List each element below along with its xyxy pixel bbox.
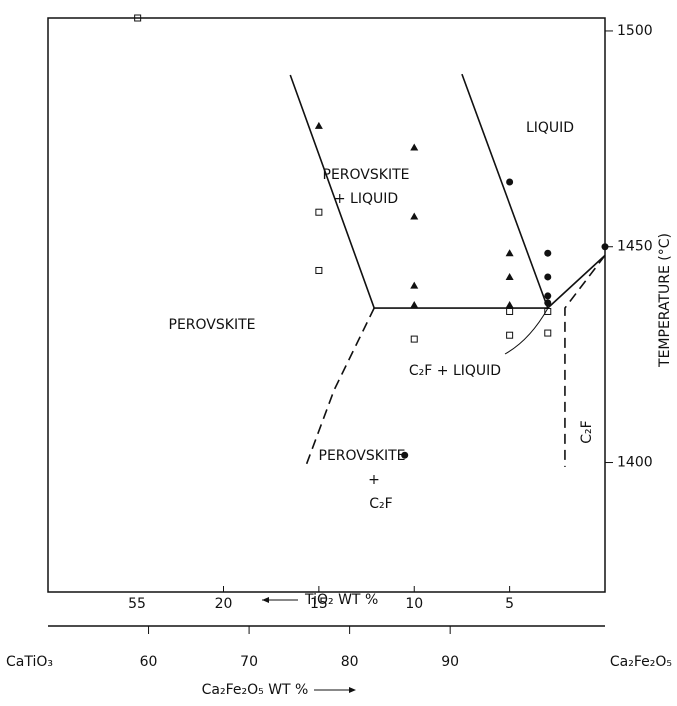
- region-label: + LIQUID: [334, 191, 398, 207]
- square-point: [410, 335, 418, 343]
- x2-end-label: Ca₂Fe₂O₅: [610, 654, 672, 670]
- x-tick-label: 20: [215, 596, 233, 612]
- triangle-point: [410, 281, 419, 289]
- x-tick-label: 5: [505, 596, 514, 612]
- circle-point: [544, 249, 552, 257]
- phase-boundary: [461, 73, 549, 309]
- circle-point: [506, 178, 514, 186]
- axis-break-label: 55: [128, 596, 146, 612]
- phase-boundary: [564, 254, 606, 467]
- plot-frame: [47, 17, 606, 593]
- y-tick-label: 1500: [617, 23, 653, 39]
- arrowhead: [262, 597, 269, 603]
- region-label: LIQUID: [526, 120, 574, 136]
- circle-point: [544, 299, 552, 307]
- triangle-point: [505, 249, 514, 257]
- x2-axis-label: Ca₂Fe₂O₅ WT %: [202, 682, 309, 698]
- square-point: [315, 266, 323, 274]
- region-label: PEROVSKITE: [323, 167, 410, 183]
- x2-tick-label: 60: [140, 654, 158, 670]
- x2-tick-label: 80: [341, 654, 359, 670]
- y-tick-label: 1400: [617, 455, 653, 471]
- region-label: C₂F + LIQUID: [409, 363, 501, 379]
- region-label: PEROVSKITE: [169, 317, 256, 333]
- region-label: +: [368, 472, 380, 488]
- square-point: [506, 331, 514, 339]
- x-axis-label: TiO₂ WT %: [304, 592, 378, 608]
- phase-boundary: [304, 307, 375, 468]
- x2-tick-label: 70: [240, 654, 258, 670]
- y-tick-label: 1450: [617, 239, 653, 255]
- y-axis-label: TEMPERATURE (°C): [657, 233, 673, 368]
- square-point: [544, 329, 552, 337]
- region-label: C₂F: [579, 420, 595, 443]
- triangle-point: [505, 301, 514, 308]
- square-point: [134, 14, 142, 22]
- triangle-point: [410, 212, 419, 220]
- triangle-point: [410, 301, 419, 308]
- triangle-point: [505, 272, 514, 280]
- x2-end-label: CaTiO₃: [6, 654, 53, 670]
- phase-boundary: [289, 74, 606, 309]
- square-point: [315, 208, 323, 216]
- region-label: PEROVSKITE: [319, 448, 406, 464]
- square-point: [506, 307, 514, 315]
- x2-tick-label: 90: [441, 654, 459, 670]
- circle-point: [544, 292, 552, 300]
- triangle-point: [314, 121, 323, 129]
- arrowhead: [349, 687, 356, 693]
- circle-point: [544, 273, 552, 281]
- x-tick-label: 10: [405, 596, 423, 612]
- region-label: C₂F: [369, 496, 392, 512]
- triangle-point: [410, 143, 419, 151]
- circle-point: [401, 451, 409, 459]
- square-point: [544, 307, 552, 315]
- x-tick-label: 15: [310, 596, 328, 612]
- circle-point: [601, 243, 609, 251]
